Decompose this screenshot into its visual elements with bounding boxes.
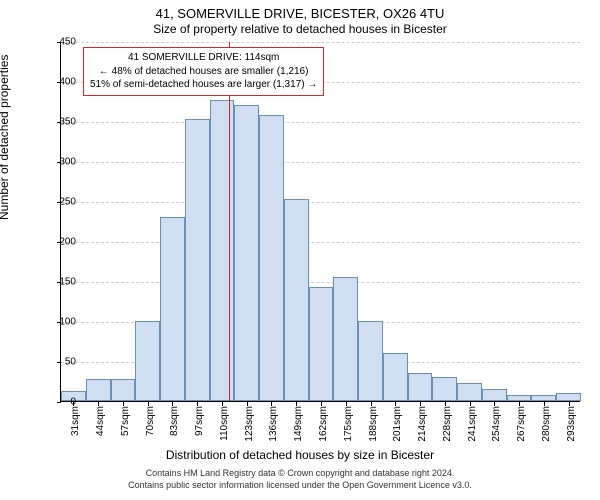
ytick-label: 250 — [44, 197, 76, 208]
footer-line-2: Contains public sector information licen… — [0, 480, 600, 492]
histogram-bar — [86, 379, 111, 401]
gridline — [61, 162, 580, 163]
histogram-bar — [457, 383, 482, 401]
histogram-bar — [160, 217, 185, 401]
histogram-bar — [531, 395, 556, 401]
histogram-bar — [284, 199, 309, 401]
y-axis-label: Number of detached properties — [0, 55, 11, 220]
ytick-label: 50 — [44, 357, 76, 368]
histogram-bar — [358, 321, 383, 401]
ytick-label: 350 — [44, 117, 76, 128]
ytick-label: 100 — [44, 317, 76, 328]
footer-attribution: Contains HM Land Registry data © Crown c… — [0, 468, 600, 491]
ytick-label: 400 — [44, 77, 76, 88]
ytick-label: 150 — [44, 277, 76, 288]
histogram-bar — [234, 105, 259, 401]
histogram-bar — [383, 353, 408, 401]
histogram-bar — [482, 389, 507, 401]
ytick-label: 200 — [44, 237, 76, 248]
footer-line-1: Contains HM Land Registry data © Crown c… — [0, 468, 600, 480]
histogram-bar — [259, 115, 284, 401]
histogram-bar — [556, 393, 581, 401]
histogram-bar — [135, 321, 160, 401]
histogram-bar — [111, 379, 136, 401]
ytick-label: 0 — [44, 397, 76, 408]
annotation-line: 41 SOMERVILLE DRIVE: 114sqm — [90, 51, 317, 65]
chart-subtitle: Size of property relative to detached ho… — [0, 22, 600, 36]
property-size-chart: 41, SOMERVILLE DRIVE, BICESTER, OX26 4TU… — [0, 0, 600, 500]
gridline — [61, 42, 580, 43]
histogram-bar — [507, 395, 532, 401]
histogram-bar — [432, 377, 457, 401]
histogram-bar — [333, 277, 358, 401]
ytick-label: 300 — [44, 157, 76, 168]
annotation-box: 41 SOMERVILLE DRIVE: 114sqm← 48% of deta… — [83, 47, 324, 96]
histogram-bar — [309, 287, 334, 401]
plot-area: 31sqm44sqm57sqm70sqm83sqm97sqm110sqm123s… — [60, 42, 580, 402]
subject-marker-line — [229, 42, 230, 401]
gridline — [61, 282, 580, 283]
histogram-bar — [408, 373, 433, 401]
ytick-label: 450 — [44, 37, 76, 48]
histogram-bar — [210, 100, 235, 401]
chart-address-title: 41, SOMERVILLE DRIVE, BICESTER, OX26 4TU — [0, 6, 600, 21]
gridline — [61, 122, 580, 123]
histogram-bar — [185, 119, 210, 401]
gridline — [61, 202, 580, 203]
annotation-line: 51% of semi-detached houses are larger (… — [90, 78, 317, 92]
x-axis-label: Distribution of detached houses by size … — [0, 448, 600, 462]
gridline — [61, 242, 580, 243]
annotation-line: ← 48% of detached houses are smaller (1,… — [90, 65, 317, 79]
